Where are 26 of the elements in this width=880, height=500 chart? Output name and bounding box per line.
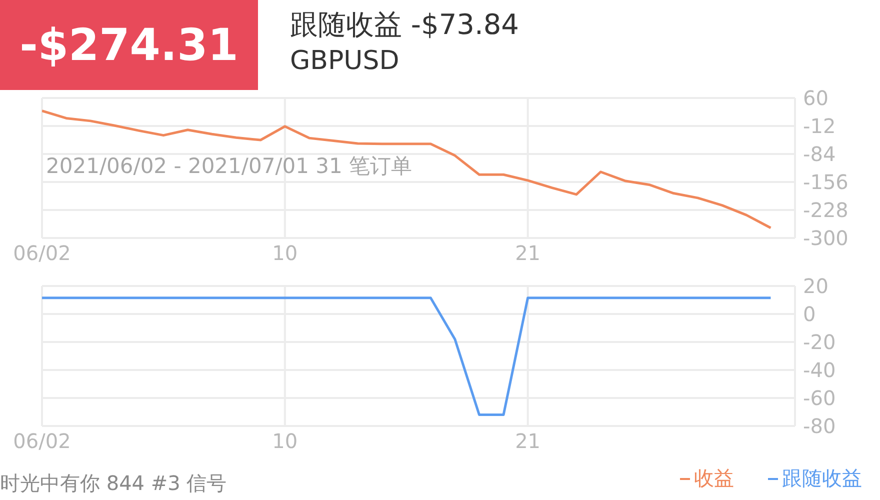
x-tick-label: 21 xyxy=(515,241,541,266)
y-tick-label: 0 xyxy=(803,302,816,326)
y-tick-label: 20 xyxy=(803,274,828,298)
y-tick-label: -60 xyxy=(803,386,836,410)
legend-label: 收益 xyxy=(693,465,734,492)
y-tick-label: -300 xyxy=(803,226,848,250)
legend-label: 跟随收益 xyxy=(781,465,862,492)
x-tick-label: 21 xyxy=(515,429,541,454)
y-tick-label: -12 xyxy=(803,114,836,138)
chart-subtitle: GBPUSD xyxy=(290,46,400,76)
chart-title: 跟随收益 -$73.84 xyxy=(290,7,519,43)
y-tick-label: 60 xyxy=(803,86,828,110)
y-tick-label: -20 xyxy=(803,330,836,354)
x-tick-label: 06/02 xyxy=(13,241,71,266)
x-tick-label: 10 xyxy=(272,429,298,454)
text: -$274.31 xyxy=(0,0,258,90)
line-series xyxy=(42,110,772,230)
x-tick-label: 06/02 xyxy=(13,429,71,454)
y-tick-label: -40 xyxy=(803,358,836,382)
annotation: 2021/06/02 - 2021/07/01 31 笔订单 xyxy=(46,153,412,180)
y-tick-label: -228 xyxy=(803,198,848,222)
y-tick-label: -80 xyxy=(803,414,836,438)
x-tick-label: 10 xyxy=(272,241,298,266)
y-tick-label: -156 xyxy=(803,170,848,194)
y-tick-label: -84 xyxy=(803,142,836,166)
text: 时光中有你 844 #3 信号 xyxy=(0,470,227,497)
